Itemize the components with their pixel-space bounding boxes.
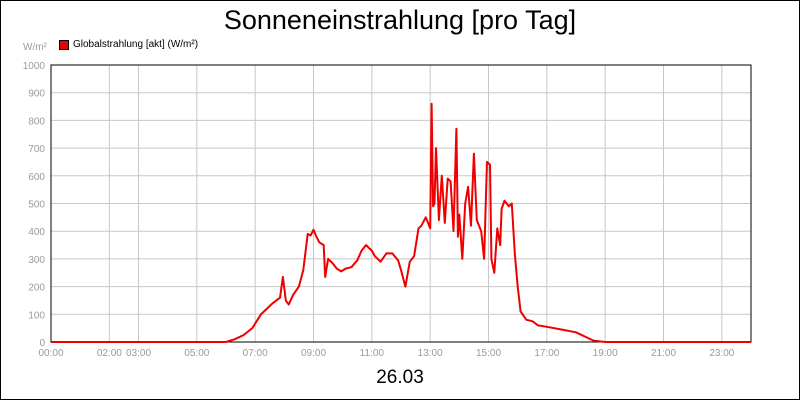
y-tick-label: 200 bbox=[28, 283, 45, 294]
y-tick-label: 400 bbox=[28, 227, 45, 238]
x-tick-label: 02:00 bbox=[97, 348, 122, 359]
x-tick-label: 15:00 bbox=[476, 348, 501, 359]
legend-swatch bbox=[59, 39, 69, 50]
x-tick-label: 19:00 bbox=[593, 348, 618, 359]
x-tick-label: 07:00 bbox=[243, 348, 268, 359]
x-tick-label: 23:00 bbox=[709, 348, 734, 359]
plot-border bbox=[50, 64, 752, 343]
x-tick-label: 05:00 bbox=[184, 348, 209, 359]
x-tick-label: 09:00 bbox=[301, 348, 326, 359]
y-tick-label: 700 bbox=[28, 144, 45, 155]
x-tick-label: 17:00 bbox=[534, 348, 559, 359]
legend-label: Globalstrahlung [akt] (W/m²) bbox=[73, 39, 199, 50]
x-tick-label: 00:00 bbox=[38, 348, 63, 359]
y-unit-label: W/m² bbox=[23, 42, 47, 53]
chart-title: Sonneneinstrahlung [pro Tag] bbox=[223, 5, 577, 35]
legend: Globalstrahlung [akt] (W/m²) bbox=[59, 39, 198, 50]
y-tick-label: 900 bbox=[28, 89, 45, 100]
y-tick-label: 100 bbox=[28, 310, 45, 321]
y-tick-label: 600 bbox=[28, 172, 45, 183]
x-tick-label: 13:00 bbox=[418, 348, 443, 359]
x-tick-label: 11:00 bbox=[360, 348, 385, 359]
series-line bbox=[51, 102, 751, 343]
y-tick-label: 300 bbox=[28, 255, 45, 266]
y-tick-label: 0 bbox=[39, 338, 45, 349]
x-axis-label: 26.03 bbox=[376, 367, 424, 388]
y-tick-label: 800 bbox=[28, 116, 45, 127]
x-tick-label: 21:00 bbox=[651, 348, 676, 359]
x-tick-label: 03:00 bbox=[126, 348, 151, 359]
y-tick-label: 500 bbox=[28, 200, 45, 211]
y-tick-label: 1000 bbox=[23, 61, 46, 72]
